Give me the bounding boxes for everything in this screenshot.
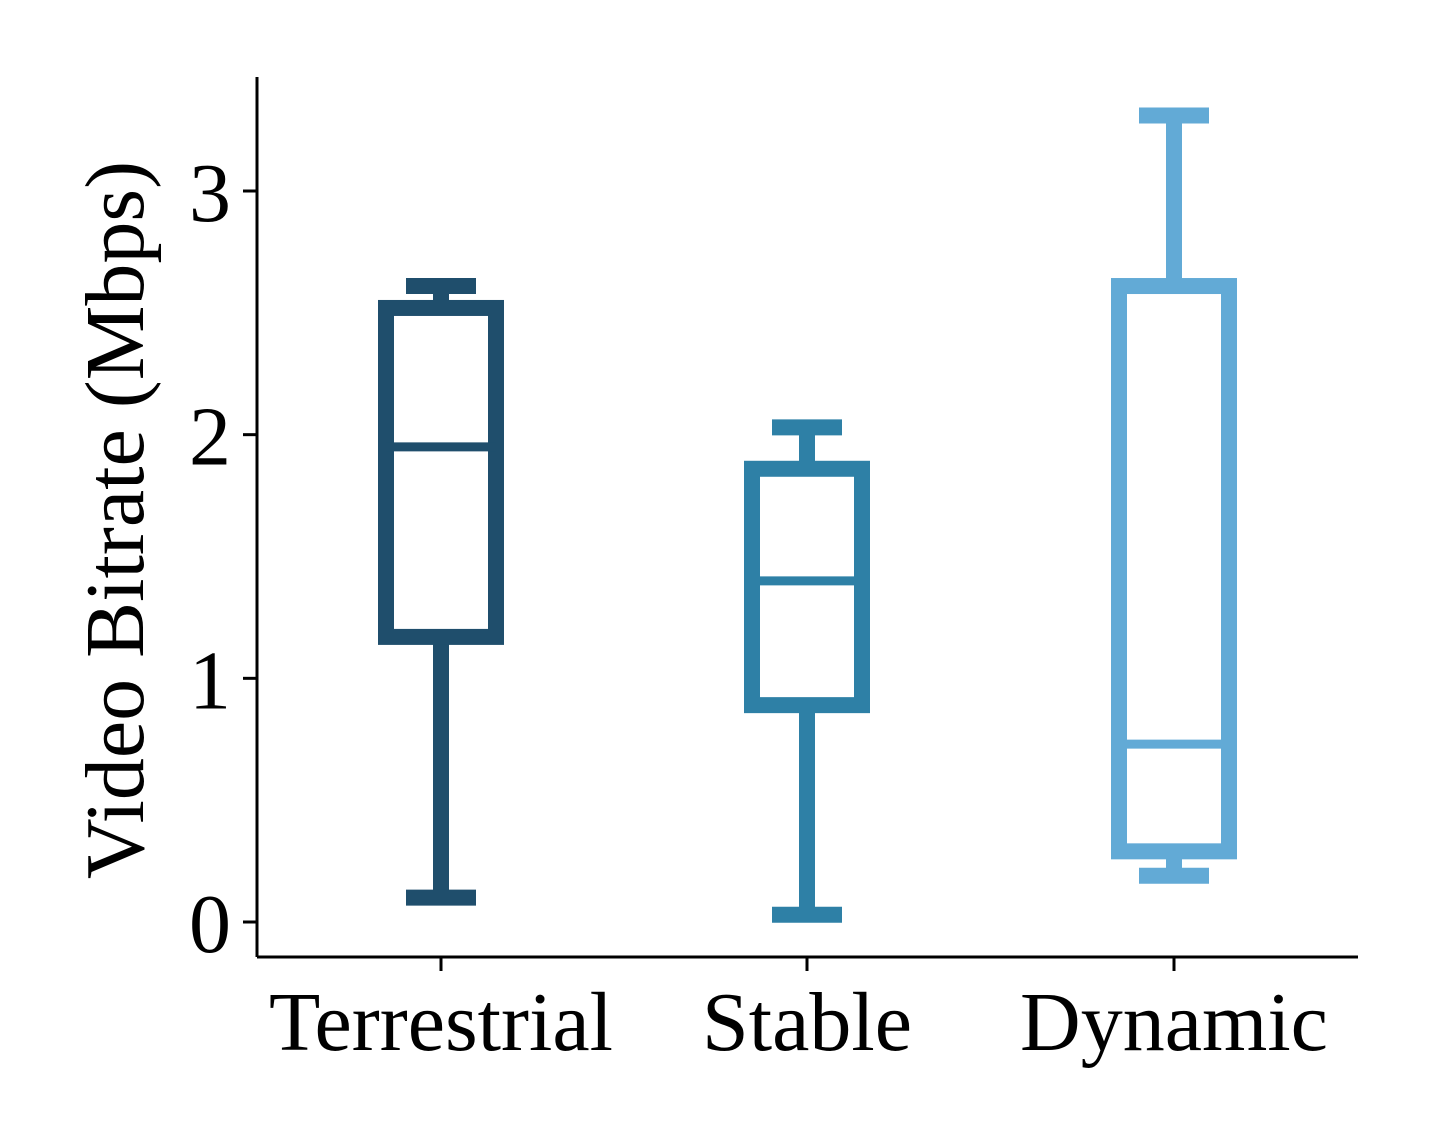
y-tick-label: 1	[189, 634, 231, 727]
iqr-box	[378, 299, 504, 645]
y-tick-label: 0	[189, 878, 231, 971]
plot-area	[378, 107, 1237, 923]
iqr-box	[1111, 278, 1237, 860]
box-dynamic	[1111, 107, 1237, 884]
axes: 0 1 2 3 Terrestrial Stable Dynamic	[189, 77, 1358, 1069]
iqr-box	[744, 460, 870, 714]
x-tick-label: Stable	[702, 976, 912, 1069]
x-tick-label: Dynamic	[1020, 976, 1328, 1069]
y-tick-label: 2	[189, 391, 231, 484]
y-axis-title: Video Bitrate (Mbps)	[69, 161, 162, 879]
box-stable	[744, 419, 870, 923]
y-tick-label: 3	[189, 147, 231, 240]
box-terrestrial	[378, 278, 504, 906]
x-tick-label: Terrestrial	[269, 976, 613, 1069]
